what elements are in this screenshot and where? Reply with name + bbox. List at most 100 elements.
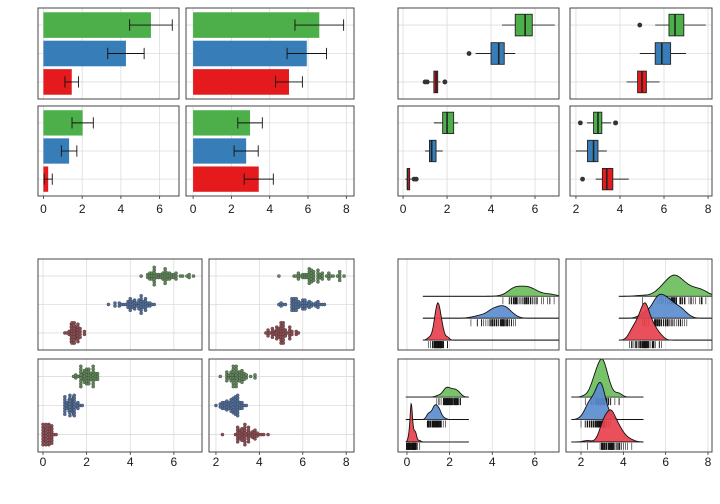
dot bbox=[91, 384, 95, 389]
panel bbox=[37, 105, 180, 197]
x-tick-label: 2 bbox=[213, 455, 220, 469]
dot bbox=[139, 294, 143, 298]
panel-border bbox=[37, 258, 203, 351]
dot bbox=[79, 373, 83, 377]
dot bbox=[72, 321, 77, 325]
rug bbox=[666, 319, 669, 327]
dot bbox=[243, 437, 247, 441]
dot-stack bbox=[316, 268, 320, 284]
dot bbox=[235, 393, 240, 398]
dot bbox=[72, 338, 77, 342]
dot bbox=[294, 296, 299, 301]
dot bbox=[331, 274, 335, 278]
dot-stack bbox=[266, 432, 270, 437]
dot bbox=[243, 425, 247, 430]
dot bbox=[214, 403, 218, 408]
rug bbox=[523, 297, 525, 305]
dot bbox=[152, 302, 156, 307]
rug bbox=[426, 420, 430, 428]
panel-border bbox=[37, 358, 203, 453]
dot bbox=[68, 396, 72, 400]
panel bbox=[565, 258, 713, 351]
dot-stack bbox=[167, 271, 172, 281]
dot bbox=[78, 326, 82, 331]
x-tick-label: 6 bbox=[532, 455, 539, 469]
dot bbox=[316, 305, 320, 310]
panel-border bbox=[397, 105, 560, 197]
dot bbox=[41, 425, 45, 430]
panel bbox=[37, 258, 203, 351]
x-tick-label: 8 bbox=[705, 455, 712, 469]
outlier bbox=[442, 79, 448, 85]
dot bbox=[244, 373, 249, 377]
dot bbox=[266, 334, 270, 338]
dot-stack bbox=[152, 302, 156, 307]
x-tick-label: 8 bbox=[343, 455, 350, 469]
dot bbox=[235, 410, 240, 415]
dot bbox=[225, 370, 229, 374]
rug bbox=[679, 319, 682, 327]
dot-stack bbox=[307, 299, 312, 310]
density-ridge bbox=[571, 359, 644, 398]
rug bbox=[439, 341, 443, 349]
x-tick-label: 4 bbox=[256, 455, 263, 469]
dot bbox=[44, 425, 48, 430]
dot bbox=[240, 438, 244, 443]
dot bbox=[244, 376, 249, 380]
rug bbox=[501, 319, 505, 327]
dot bbox=[49, 438, 54, 443]
dot-stack bbox=[139, 294, 143, 315]
dot-stack bbox=[296, 299, 301, 310]
rug bbox=[616, 442, 618, 450]
dot bbox=[78, 329, 82, 334]
box bbox=[654, 42, 672, 65]
panel bbox=[397, 258, 560, 351]
dot bbox=[234, 367, 238, 371]
dot-stack bbox=[287, 325, 292, 341]
rug bbox=[504, 319, 506, 327]
x-tick-label: 2 bbox=[573, 202, 580, 216]
panel bbox=[208, 358, 355, 453]
rug bbox=[453, 398, 455, 406]
dot bbox=[235, 425, 240, 430]
dot-stack bbox=[331, 274, 335, 278]
rug bbox=[510, 297, 513, 305]
dot bbox=[246, 428, 251, 432]
x-tick-label: 8 bbox=[705, 202, 712, 216]
density-ridge bbox=[618, 275, 712, 297]
rug bbox=[437, 420, 441, 428]
dot-stack bbox=[132, 298, 137, 311]
dot bbox=[44, 440, 48, 444]
dot bbox=[320, 274, 325, 278]
dot bbox=[234, 364, 238, 369]
dot-stack bbox=[214, 403, 218, 408]
dot bbox=[49, 427, 54, 431]
rug bbox=[601, 442, 604, 450]
dot-stack bbox=[76, 400, 80, 411]
dot bbox=[281, 341, 285, 345]
dot bbox=[320, 277, 325, 281]
dot bbox=[231, 367, 236, 371]
density-outline bbox=[618, 274, 713, 297]
x-tick-label: 4 bbox=[620, 455, 627, 469]
x-tick-label: 0 bbox=[40, 202, 47, 216]
dot bbox=[72, 332, 77, 337]
rug bbox=[525, 297, 528, 305]
dot-stack bbox=[320, 271, 325, 281]
rug bbox=[429, 420, 432, 428]
dot bbox=[41, 434, 45, 438]
dot bbox=[234, 376, 238, 380]
dot bbox=[243, 428, 247, 432]
dot bbox=[240, 406, 244, 411]
dot-stack bbox=[244, 373, 249, 380]
bar bbox=[193, 69, 289, 95]
panel-border bbox=[37, 105, 180, 197]
rug bbox=[489, 319, 491, 327]
dot-stack bbox=[95, 371, 100, 382]
rug bbox=[457, 398, 459, 406]
dot bbox=[253, 376, 257, 380]
panel-border bbox=[565, 258, 713, 351]
error-bar bbox=[129, 19, 173, 31]
dot bbox=[44, 437, 48, 441]
dot bbox=[187, 275, 191, 280]
